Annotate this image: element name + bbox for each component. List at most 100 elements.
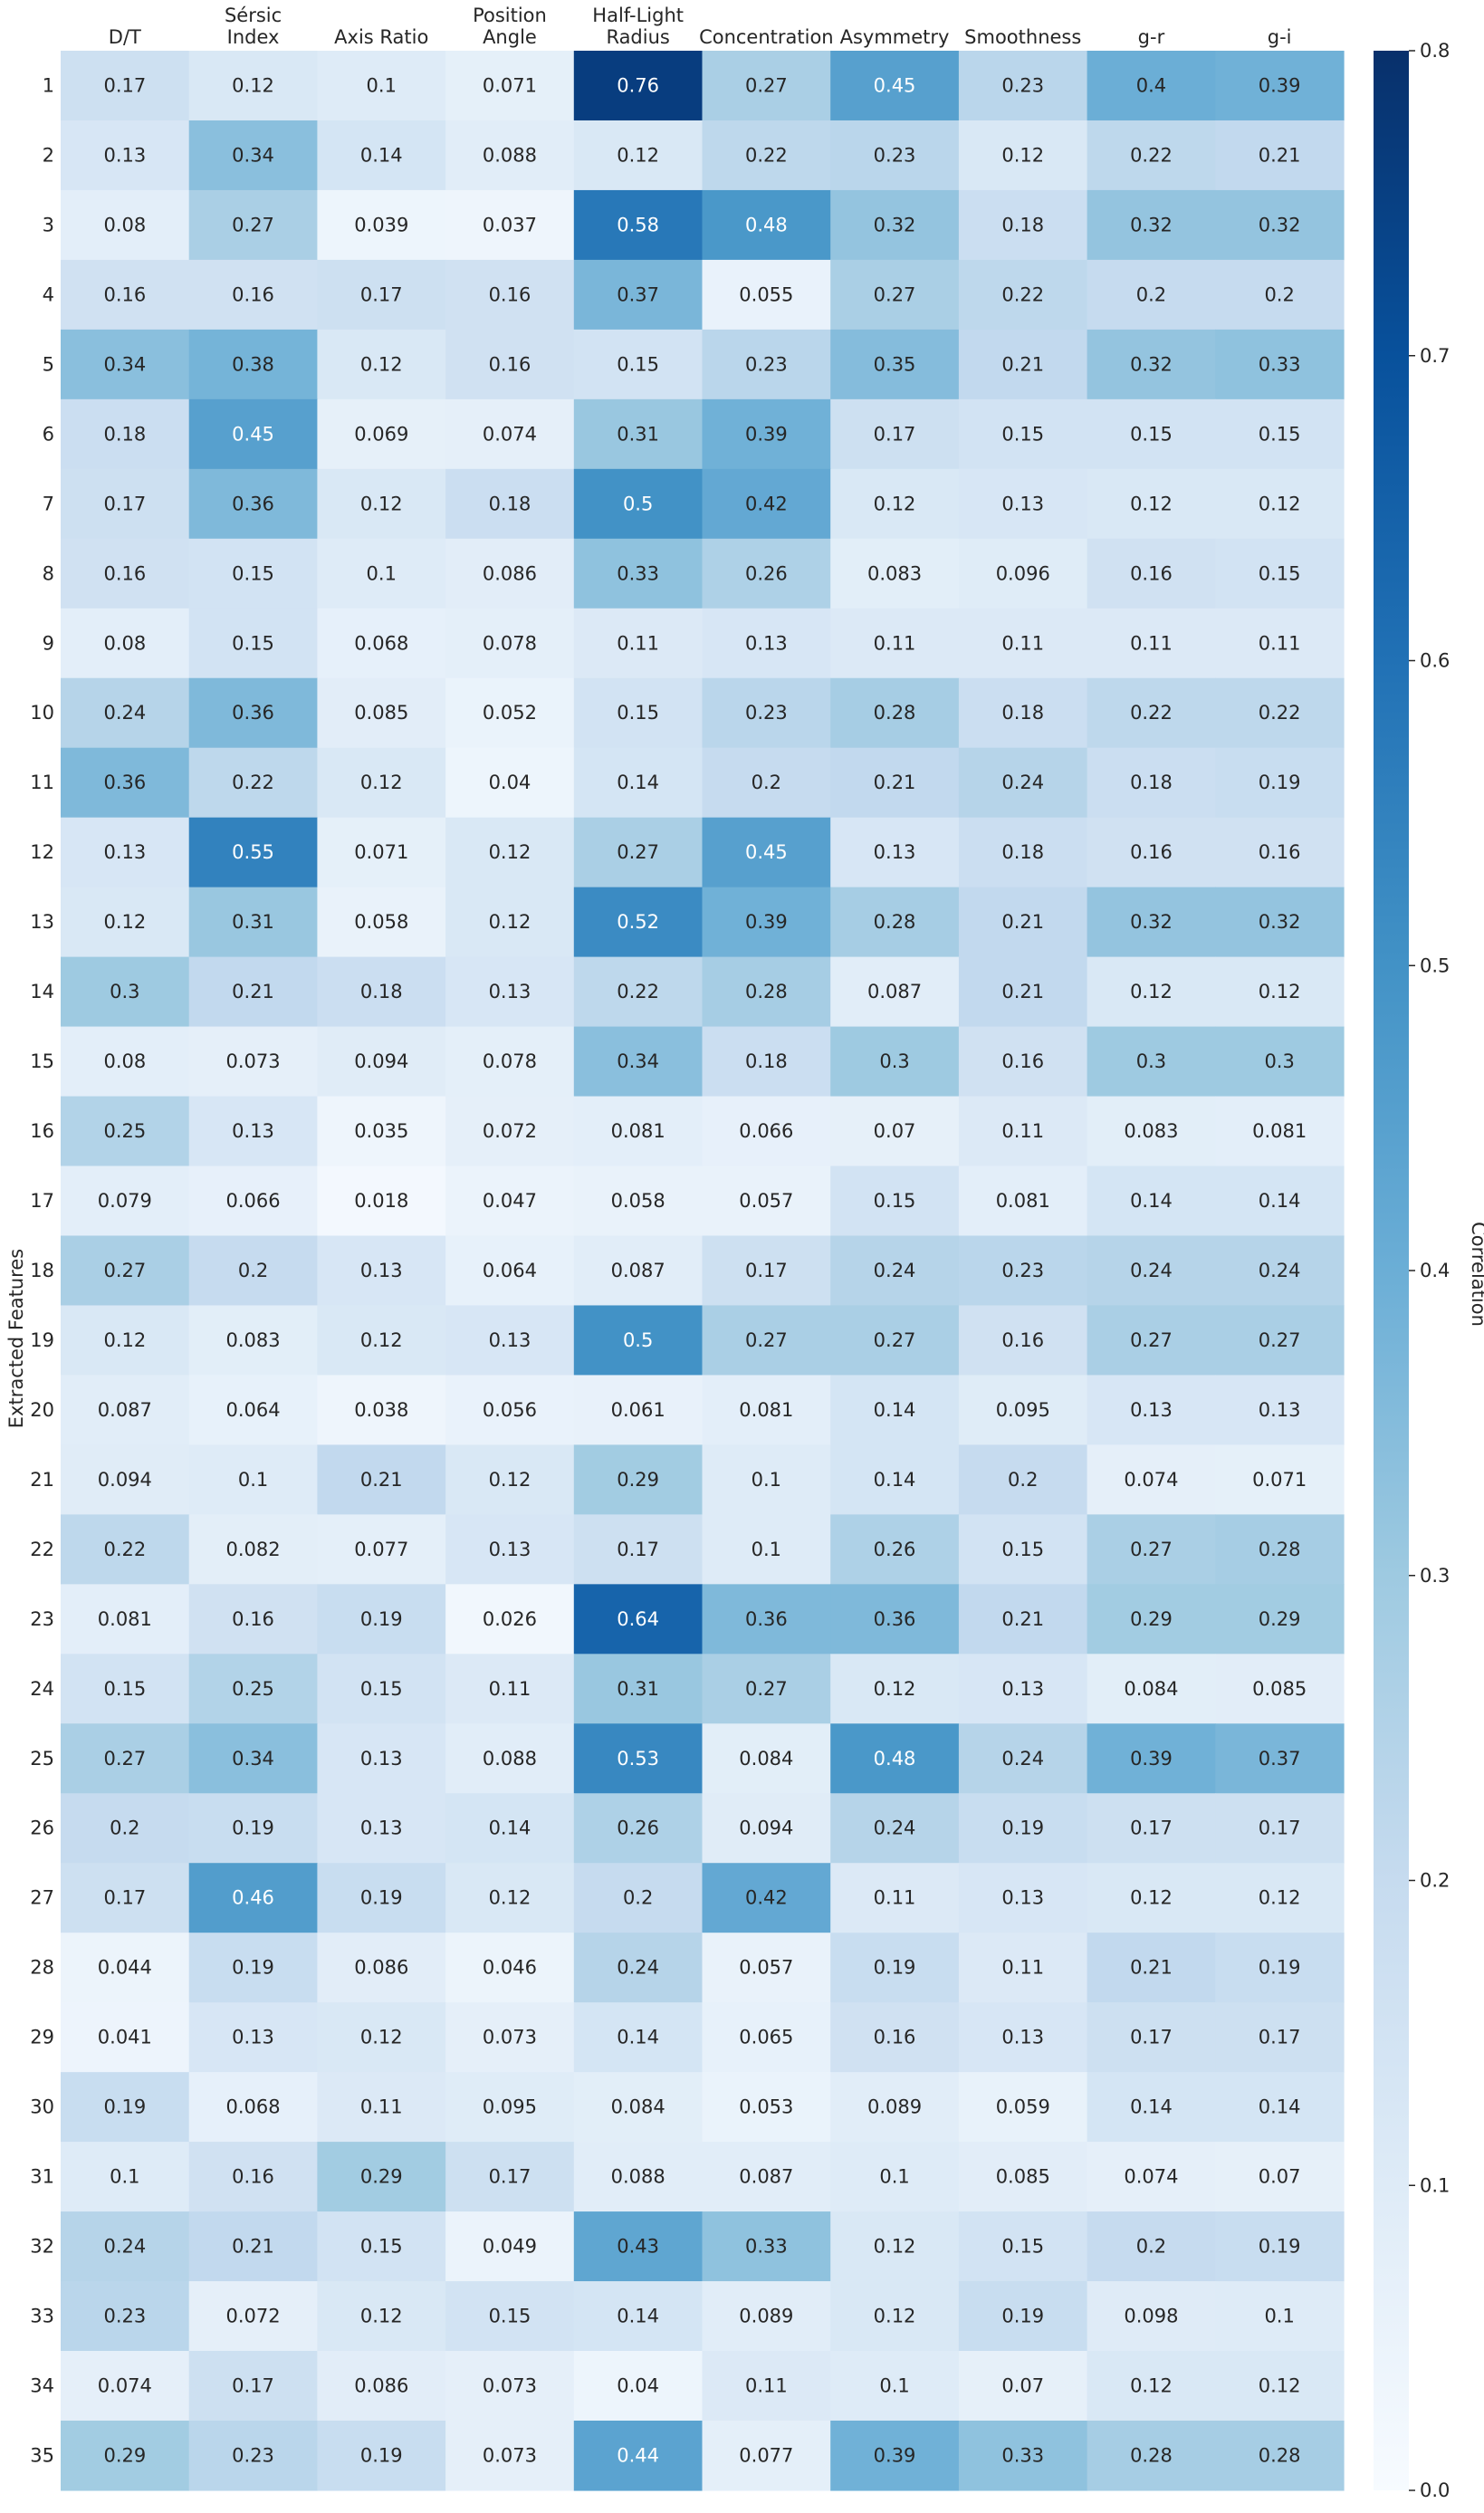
cell-value-label: 0.088 [611,2166,665,2188]
heatmap-cell [830,468,960,540]
heatmap-cell [958,1444,1088,1515]
heatmap-cell [61,1305,190,1376]
heatmap-cell [1215,1165,1345,1237]
cell-value-label: 0.27 [745,1329,788,1351]
row-label: 16 [30,1120,54,1142]
heatmap-cell [702,259,831,331]
heatmap-cell [61,1584,190,1655]
cell-value-label: 0.24 [103,2236,146,2258]
cell-value-label: 0.13 [1130,1399,1173,1421]
heatmap-cell [317,2420,446,2491]
heatmap-cell [830,2351,960,2422]
heatmap-cell [61,887,190,958]
heatmap-cell [445,2072,575,2143]
heatmap-cell [1215,1235,1345,1307]
row-label: 29 [30,2027,54,2048]
cell-value-label: 0.17 [103,493,146,514]
cell-value-label: 0.12 [103,1329,146,1351]
cell-value-label: 0.23 [1001,74,1044,96]
row-label: 23 [30,1608,54,1630]
cell-value-label: 0.27 [232,214,274,235]
heatmap-cell [61,1933,190,2003]
heatmap-cell [1087,2420,1216,2491]
heatmap-cell [317,956,446,1028]
cell-value-label: 0.34 [103,353,146,375]
cell-value-label: 0.16 [874,2027,916,2048]
heatmap-cell [573,1723,704,1794]
heatmap-cell [573,1165,704,1237]
heatmap-cell [573,887,704,958]
cell-value-label: 0.081 [611,1120,665,1142]
cell-value-label: 0.094 [354,1050,408,1072]
heatmap-cell [188,120,318,191]
heatmap-cell [1087,817,1216,888]
heatmap-cell [958,1165,1088,1237]
cell-value-label: 0.12 [1130,493,1173,514]
heatmap-cell [317,1235,446,1307]
heatmap-cell [445,2142,575,2212]
heatmap-cell [830,1375,960,1445]
heatmap-cell [445,956,575,1028]
heatmap-cell [702,1514,831,1585]
cell-value-label: 0.13 [1001,1887,1044,1909]
column-label: Sérsic Index [225,5,282,48]
row-label: 6 [43,423,54,445]
cell-value-label: 0.066 [739,1120,793,1142]
heatmap-cell [317,747,446,819]
heatmap-cell [445,468,575,540]
cell-value-label: 0.16 [1259,841,1301,863]
cell-value-label: 0.12 [360,1329,403,1351]
heatmap-cell [958,51,1088,121]
cell-value-label: 0.18 [1001,702,1044,724]
cell-value-label: 0.17 [1130,2027,1173,2048]
heatmap-cell [830,1514,960,1585]
cell-value-label: 0.13 [1259,1399,1301,1421]
heatmap-cell [188,538,318,609]
heatmap-cell [830,1723,960,1794]
heatmap-cell [188,747,318,819]
heatmap-cell [61,1654,190,1724]
cell-value-label: 0.052 [483,702,537,724]
cell-value-label: 0.18 [1001,214,1044,235]
cell-value-label: 0.08 [103,632,146,654]
heatmap-cell [573,1096,704,1167]
cell-value-label: 0.29 [360,2166,403,2188]
heatmap-cell [830,608,960,679]
heatmap-cell [573,2281,704,2352]
heatmap-cell [61,2420,190,2491]
cell-value-label: 0.39 [1259,74,1301,96]
cell-value-label: 0.16 [1130,562,1173,584]
cell-value-label: 0.083 [1124,1120,1178,1142]
heatmap-cell [445,398,575,470]
cell-value-label: 0.1 [879,2374,909,2396]
cell-value-label: 0.35 [874,353,916,375]
row-label: 10 [30,702,54,724]
cell-value-label: 0.078 [483,632,537,654]
cell-value-label: 0.36 [745,1608,788,1630]
cell-value-label: 0.28 [1259,2444,1301,2466]
heatmap-cell [188,1933,318,2003]
cell-value-label: 0.28 [745,981,788,1002]
cell-value-label: 0.089 [867,2096,922,2118]
heatmap-cell [445,1654,575,1724]
heatmap-cell [61,677,190,749]
cell-value-label: 0.17 [617,1539,659,1560]
heatmap-cell [573,538,704,609]
heatmap-cell [702,2211,831,2282]
heatmap-cell [1215,189,1345,261]
heatmap-cell [958,2211,1088,2282]
heatmap-cell [1215,747,1345,819]
cell-value-label: 0.16 [1001,1329,1044,1351]
heatmap-cell [445,1863,575,1933]
cell-value-label: 0.27 [103,1748,146,1770]
heatmap-cell [317,1514,446,1585]
colorbar-tick-label: 0.5 [1420,954,1450,976]
heatmap-cell [830,1444,960,1515]
cell-value-label: 0.17 [1259,1818,1301,1839]
cell-value-label: 0.22 [1259,702,1301,724]
cell-value-label: 0.39 [745,423,788,445]
cell-value-label: 0.26 [874,1539,916,1560]
heatmap-cell [188,2072,318,2143]
cell-value-label: 0.085 [1252,1678,1307,1700]
heatmap-cell [1215,2351,1345,2422]
